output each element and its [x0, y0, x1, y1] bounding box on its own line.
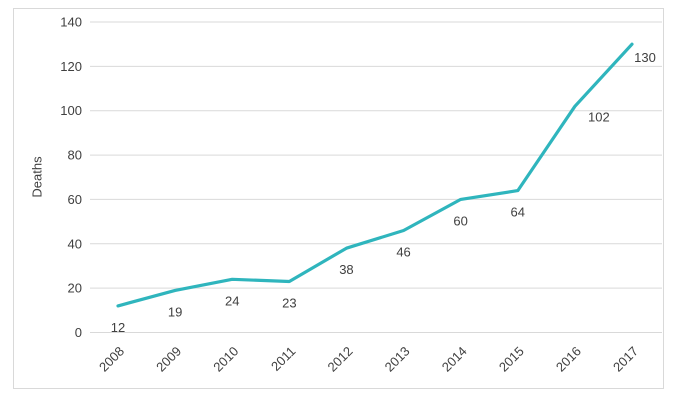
data-point-label: 46 — [396, 244, 410, 259]
x-tick-label: 2008 — [96, 344, 127, 375]
y-tick-label: 20 — [68, 281, 82, 296]
data-point-label: 19 — [168, 304, 182, 319]
x-tick-label: 2016 — [553, 344, 584, 375]
data-point-label: 38 — [339, 262, 353, 277]
x-tick-label: 2010 — [210, 344, 241, 375]
data-point-label: 102 — [588, 109, 610, 124]
data-point-label: 12 — [111, 320, 125, 335]
y-tick-label: 0 — [75, 325, 82, 340]
y-tick-label: 60 — [68, 192, 82, 207]
x-tick-label: 2017 — [610, 344, 641, 375]
data-point-label: 24 — [225, 293, 239, 308]
x-tick-label: 2013 — [382, 344, 413, 375]
x-tick-label: 2015 — [496, 344, 527, 375]
x-tick-label: 2012 — [325, 344, 356, 375]
data-point-label: 130 — [634, 50, 656, 65]
y-tick-label: 100 — [60, 103, 82, 118]
data-point-label: 64 — [511, 205, 525, 220]
data-point-label: 60 — [453, 213, 467, 228]
x-tick-label: 2009 — [153, 344, 184, 375]
y-tick-label: 40 — [68, 236, 82, 251]
y-tick-label: 120 — [60, 59, 82, 74]
chart-border-frame — [13, 8, 664, 389]
x-tick-label: 2014 — [439, 344, 470, 375]
y-tick-label: 80 — [68, 148, 82, 163]
deaths-series-line — [116, 42, 634, 308]
data-point-label: 23 — [282, 295, 296, 310]
x-tick-label: 2011 — [268, 344, 298, 374]
y-tick-label: 140 — [60, 15, 82, 30]
